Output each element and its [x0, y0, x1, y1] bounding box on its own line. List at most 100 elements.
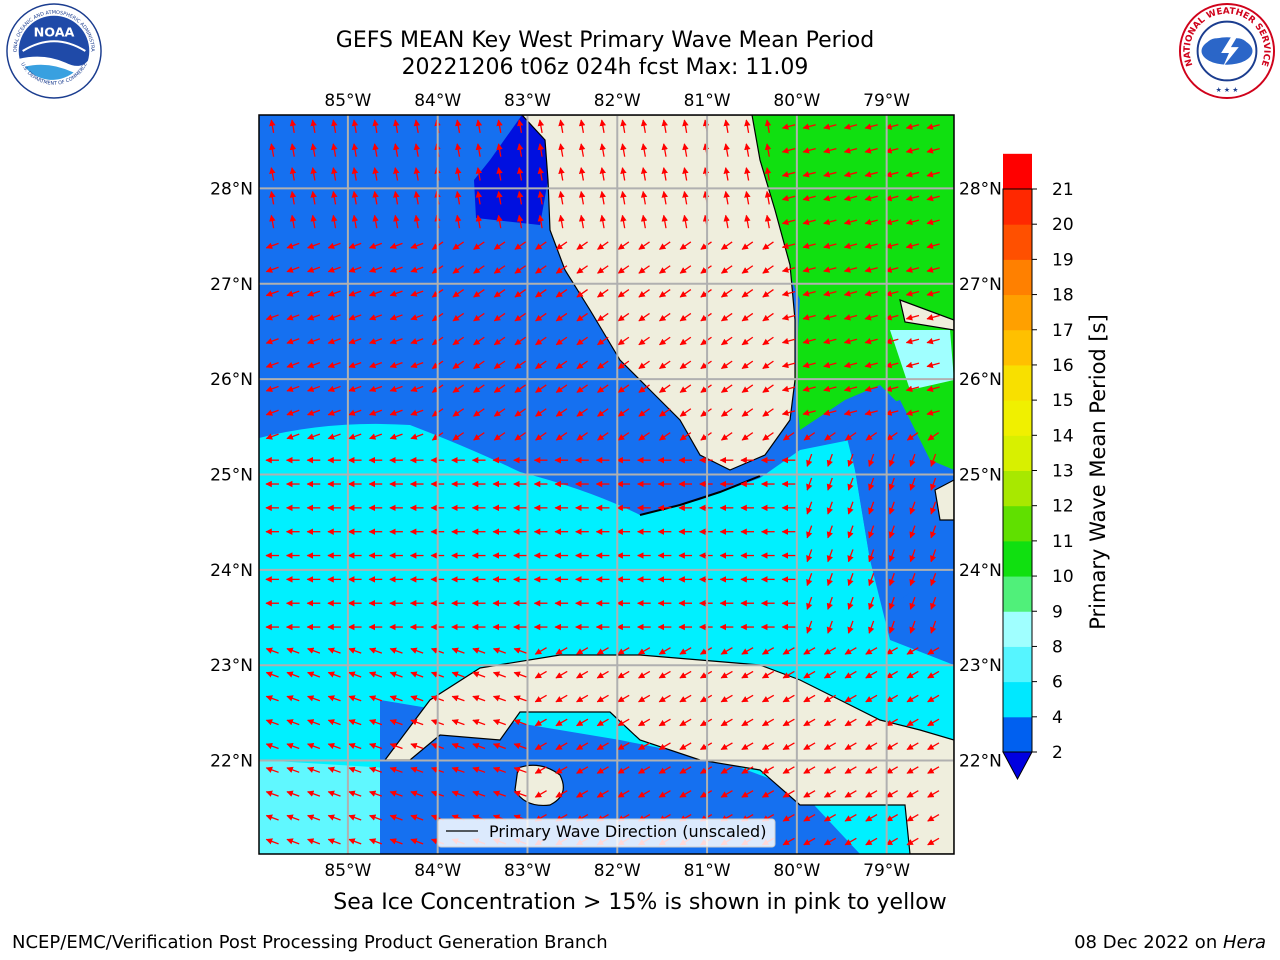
wave-arrow [393, 143, 400, 157]
wave-arrow [638, 432, 650, 441]
wave-arrow [389, 314, 403, 321]
wave-arrow [781, 409, 796, 416]
wave-arrow [310, 214, 317, 229]
colorbar-tick-label: 10 [1052, 567, 1074, 587]
wave-arrow [599, 190, 606, 205]
wave-arrow [782, 837, 795, 846]
wave-arrow [537, 167, 545, 181]
wave-arrow [826, 573, 833, 587]
wave-arrow [492, 671, 506, 678]
wave-arrow [327, 361, 341, 369]
wave-arrow [535, 289, 547, 298]
wave-arrow [513, 719, 527, 726]
wave-arrow [803, 718, 816, 727]
wave-arrow [843, 290, 858, 297]
wave-arrow [906, 790, 919, 798]
wave-arrow [496, 143, 503, 157]
wave-arrow [720, 408, 733, 417]
wave-arrow [389, 838, 403, 845]
wave-arrow [764, 214, 772, 229]
wave-arrow [906, 647, 919, 655]
wave-arrow [348, 719, 362, 726]
wave-arrow [741, 241, 754, 250]
wave-arrow [555, 694, 568, 703]
wave-arrow [905, 171, 920, 178]
wave-arrow [410, 766, 424, 773]
wave-arrow [351, 167, 359, 181]
wave-arrow [327, 742, 341, 750]
colorbar-segment [1003, 716, 1032, 753]
wave-arrow [310, 190, 317, 205]
wave-arrow [679, 790, 692, 798]
wave-arrow [410, 671, 424, 678]
wave-arrow [823, 742, 837, 751]
wave-arrow [265, 647, 279, 654]
wave-arrow [762, 241, 774, 250]
wave-arrow [555, 408, 568, 417]
wave-arrow [372, 190, 379, 205]
wave-arrow [905, 147, 920, 154]
wave-arrow [640, 143, 648, 157]
wave-arrow [617, 265, 630, 274]
wave-arrow [659, 360, 671, 370]
wave-arrow [741, 432, 754, 441]
wave-arrow [826, 549, 833, 563]
wave-arrow [597, 289, 609, 298]
wave-arrow [888, 549, 895, 563]
colorbar-tick-label: 8 [1052, 637, 1063, 657]
wave-arrow [413, 167, 421, 181]
wave-arrow [493, 360, 506, 370]
wave-arrow [741, 718, 754, 727]
wave-arrow [638, 360, 650, 370]
wave-arrow [576, 360, 588, 370]
wave-arrow [576, 384, 588, 393]
x-tick-label: 80°W [773, 861, 820, 881]
wave-arrow [823, 338, 837, 345]
wave-arrow [307, 647, 321, 654]
wave-arrow [475, 214, 483, 229]
wave-arrow [905, 194, 920, 202]
wave-arrow [802, 266, 816, 273]
wave-arrow [682, 143, 689, 157]
wave-arrow [843, 147, 858, 154]
wave-arrow [286, 742, 300, 750]
wave-arrow [369, 385, 383, 392]
wave-arrow [393, 214, 400, 229]
wave-arrow [824, 432, 836, 441]
wave-arrow [596, 718, 609, 727]
wave-arrow [307, 338, 321, 345]
wave-arrow [351, 190, 359, 205]
wave-arrow [327, 290, 341, 297]
national-weather-service-logo[interactable]: NATIONAL WEATHER SERVICE ★ ★ ★ [1177, 2, 1277, 100]
wave-arrow [596, 742, 609, 751]
wave-arrow [761, 647, 775, 655]
wave-arrow [806, 549, 813, 563]
wave-arrow [723, 167, 730, 181]
wave-arrow [286, 671, 300, 678]
noaa-logo[interactable]: NOAA NATIONAL OCEANIC AND ATMOSPHERIC AD… [5, 2, 103, 100]
wave-arrow [782, 647, 795, 655]
wave-arrow [888, 453, 895, 467]
wave-arrow [369, 361, 383, 369]
wave-arrow [638, 336, 650, 346]
wave-arrow [452, 289, 465, 298]
colorbar-tick-label: 21 [1052, 180, 1074, 200]
wave-arrow [555, 336, 568, 346]
wave-arrow [555, 312, 568, 322]
wave-arrow [802, 147, 816, 154]
wave-arrow [492, 695, 506, 702]
wave-arrow [472, 766, 486, 773]
colorbar-tick-label: 15 [1052, 391, 1074, 411]
wave-arrow [369, 290, 383, 297]
wave-arrow [806, 573, 813, 587]
wave-arrow [802, 409, 816, 416]
wave-arrow [516, 143, 524, 157]
wave-arrow [885, 194, 899, 202]
wave-arrow [348, 409, 362, 416]
wave-arrow [265, 433, 279, 440]
colorbar-segment [1003, 646, 1032, 683]
wave-arrow [843, 409, 858, 416]
wave-arrow [638, 694, 651, 703]
wave-arrow [781, 338, 796, 345]
wave-arrow [720, 360, 733, 370]
